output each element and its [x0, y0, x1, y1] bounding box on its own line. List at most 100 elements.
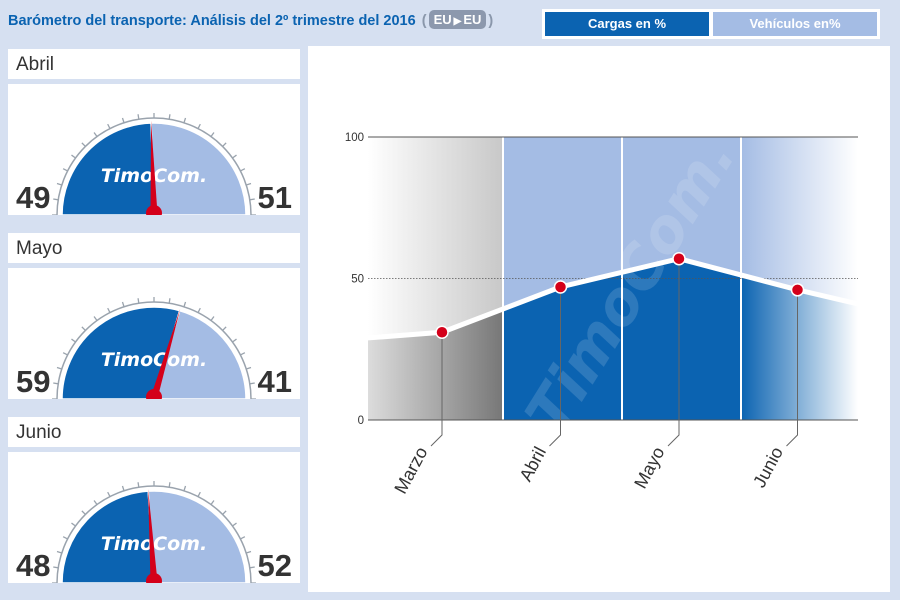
gauge-tick — [56, 550, 62, 554]
gauge-tick — [168, 298, 171, 304]
series-line — [365, 256, 861, 341]
month-label-mayo: Mayo — [8, 233, 300, 263]
gauge-tick — [71, 338, 76, 343]
gauge-tick — [222, 326, 227, 331]
route-arrow-icon: ▶ — [453, 16, 462, 27]
y-tick-label: 100 — [345, 132, 364, 144]
x-tick-label: Marzo — [390, 443, 431, 497]
gauge-tick — [71, 154, 76, 159]
data-point — [790, 283, 805, 297]
x-tick-label: Junio — [749, 443, 787, 490]
gauge-needle — [148, 489, 158, 583]
tab-bar: Cargas en % Vehículos en% — [542, 9, 880, 39]
gauge-left-value: 59 — [16, 364, 51, 399]
gauge-tick — [197, 491, 201, 497]
gauge-sector-left — [61, 306, 181, 399]
gauge-tick — [240, 168, 246, 172]
gauge-tick — [56, 182, 62, 186]
gauge-tick — [107, 307, 111, 313]
gauge-tick — [197, 307, 201, 313]
y-tick-label: 0 — [358, 415, 364, 427]
route-bracket-close: ) — [488, 13, 494, 29]
gauge-tick — [249, 198, 255, 201]
gauge-needle — [150, 308, 181, 399]
data-point — [553, 280, 568, 294]
x-tick-label: Mayo — [630, 443, 668, 491]
gauge-tick — [183, 117, 187, 123]
gauge-tick — [81, 142, 86, 147]
x-leader-line — [549, 286, 561, 447]
gauge-needle-hub — [146, 573, 162, 583]
month-label-abril: Abril — [8, 49, 300, 79]
gauge-tick — [121, 485, 125, 491]
data-point — [672, 251, 686, 266]
gauge-tick — [137, 298, 140, 304]
gauge-tick — [93, 500, 98, 505]
gauge-tick — [53, 198, 59, 201]
gauge-sector-left — [61, 122, 155, 215]
gauge-needle-hub — [146, 205, 162, 215]
x-leader-line — [430, 332, 443, 447]
gauge-left-value: 49 — [16, 180, 51, 215]
gauge-tick — [197, 123, 201, 129]
gauge-tick — [71, 522, 76, 527]
gauge-tick — [249, 566, 255, 569]
gauge-right-value: 52 — [257, 548, 292, 583]
title-text: Barómetro del transporte: Análisis del 2… — [8, 13, 416, 29]
gauge-sector-right — [150, 122, 247, 215]
gauge-needle — [150, 121, 158, 215]
gauge-tick — [56, 366, 62, 370]
gauge-tick — [183, 301, 187, 307]
gauge-right-value: 41 — [257, 364, 292, 399]
gauge-tick — [62, 168, 68, 172]
gauge-tick — [249, 382, 255, 385]
gauge-logo: TimoCom. — [101, 533, 207, 555]
gauge-tick — [210, 500, 215, 505]
page-title: Barómetro del transporte: Análisis del 2… — [8, 9, 495, 33]
gauge-right-value: 51 — [257, 180, 292, 215]
gauge-dial: TimoCom. — [52, 113, 256, 215]
gauge-dial: TimoCom. — [52, 297, 256, 399]
tab-cargas[interactable]: Cargas en % — [545, 12, 709, 36]
gauge-needle-hub — [146, 389, 162, 399]
gauge-sector-right — [153, 309, 247, 399]
gauge-tick — [93, 316, 98, 321]
x-leader-line — [786, 289, 798, 447]
gauge-logo: TimoCom. — [101, 349, 207, 371]
gauge-sector-right — [147, 490, 247, 583]
gauge-tick — [107, 123, 111, 129]
gauge-tick — [210, 316, 215, 321]
gauge-tick — [168, 114, 171, 120]
gauge-tick — [137, 114, 140, 120]
x-tick-label: Abril — [515, 443, 550, 484]
month-label-junio: Junio — [8, 417, 300, 447]
data-point — [435, 325, 449, 340]
gauge-tick — [210, 132, 215, 137]
route-to: EU — [463, 12, 482, 27]
gauge-tick — [232, 154, 237, 159]
gauge-tick — [246, 550, 252, 554]
gauge-tick — [137, 482, 140, 488]
gauge-abril: TimoCom. 49 51 — [8, 84, 300, 215]
gauge-tick — [53, 566, 59, 569]
chart-panel: TimoCom. 0 50 100 Marzo Abril Mayo Junio — [308, 46, 890, 592]
gauge-tick — [183, 485, 187, 491]
tab-vehiculos[interactable]: Vehículos en% — [713, 12, 877, 36]
gauge-sector-left — [61, 490, 155, 583]
gauge-junio: TimoCom. 48 52 — [8, 452, 300, 583]
gauge-tick — [62, 536, 68, 540]
gauge-tick — [222, 142, 227, 147]
gauge-tick — [222, 510, 227, 515]
gauge-mayo: TimoCom. 59 41 — [8, 268, 300, 399]
gauge-tick — [81, 510, 86, 515]
gauge-tick — [240, 536, 246, 540]
gauge-tick — [81, 326, 86, 331]
gauge-left-value: 48 — [16, 548, 51, 583]
route-bracket-open: ( — [421, 13, 427, 29]
gauge-tick — [246, 366, 252, 370]
gauge-tick — [53, 382, 59, 385]
gauge-tick — [121, 301, 125, 307]
gauge-tick — [62, 352, 68, 356]
gauge-tick — [232, 522, 237, 527]
gauge-tick — [121, 117, 125, 123]
